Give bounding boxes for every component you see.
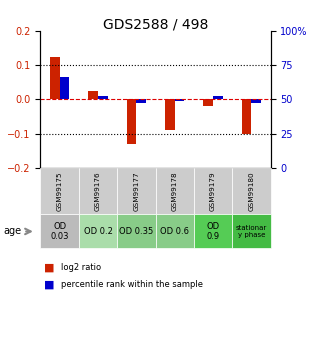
Text: OD
0.03: OD 0.03 [50,222,69,241]
Text: GSM99176: GSM99176 [95,171,101,211]
Text: OD 0.2: OD 0.2 [84,227,112,236]
Text: OD 0.35: OD 0.35 [119,227,153,236]
Text: log2 ratio: log2 ratio [61,263,101,272]
Bar [165,99,175,130]
Bar [213,96,223,99]
Text: percentile rank within the sample: percentile rank within the sample [61,280,203,289]
Text: GSM99177: GSM99177 [133,171,139,211]
Bar [175,99,184,101]
Bar [98,96,108,99]
Text: GSM99178: GSM99178 [172,171,178,211]
Bar [60,77,69,99]
Text: age: age [3,226,21,236]
Bar [136,99,146,103]
Bar [88,91,98,99]
Text: GSM99175: GSM99175 [57,171,63,211]
Bar [203,99,213,106]
Text: stationar
y phase: stationar y phase [236,225,267,238]
Text: ■: ■ [44,280,54,289]
Text: OD 0.6: OD 0.6 [160,227,189,236]
Bar [127,99,136,144]
Bar [50,57,60,99]
Text: GSM99179: GSM99179 [210,171,216,211]
Text: GSM99180: GSM99180 [248,171,254,211]
Text: GDS2588 / 498: GDS2588 / 498 [103,17,208,31]
Bar [251,99,261,103]
Text: OD
0.9: OD 0.9 [207,222,220,241]
Text: ■: ■ [44,263,54,272]
Bar [242,99,251,134]
